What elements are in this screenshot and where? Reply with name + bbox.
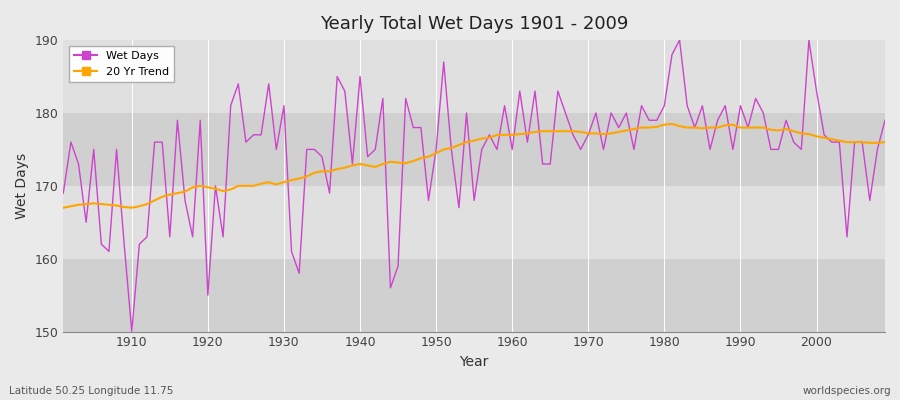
Bar	[63, 259, 885, 332]
Y-axis label: Wet Days: Wet Days	[15, 153, 29, 219]
X-axis label: Year: Year	[460, 355, 489, 369]
Title: Yearly Total Wet Days 1901 - 2009: Yearly Total Wet Days 1901 - 2009	[320, 15, 628, 33]
Bar	[63, 40, 885, 113]
Text: worldspecies.org: worldspecies.org	[803, 386, 891, 396]
Bar	[63, 186, 885, 259]
Bar	[63, 113, 885, 186]
Legend: Wet Days, 20 Yr Trend: Wet Days, 20 Yr Trend	[68, 46, 175, 82]
Text: Latitude 50.25 Longitude 11.75: Latitude 50.25 Longitude 11.75	[9, 386, 174, 396]
